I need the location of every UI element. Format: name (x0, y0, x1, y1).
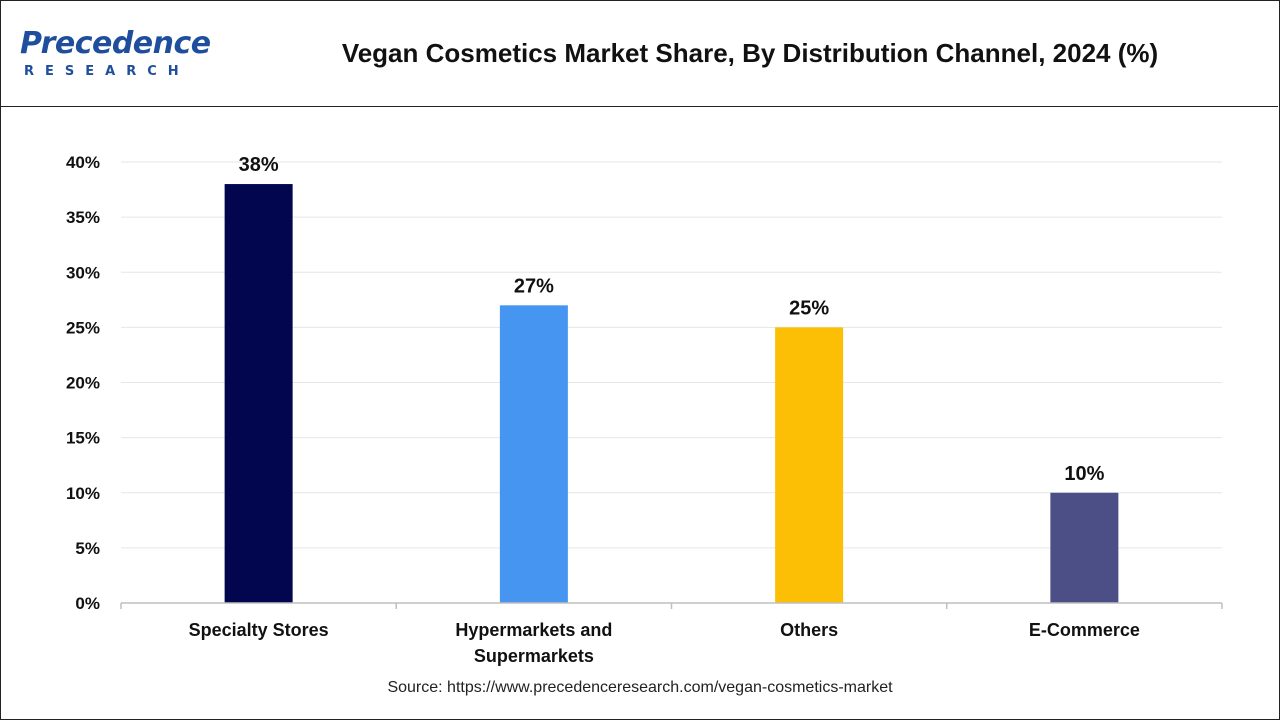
data-label: 27% (514, 275, 554, 297)
y-axis-ticks: 0% 5% 10% 15% 20% 25% 30% 35% 40% (66, 153, 100, 613)
bar (499, 305, 568, 603)
y-tick-label: 25% (66, 318, 100, 337)
y-tick-label: 20% (66, 374, 100, 393)
chart-title: Vegan Cosmetics Market Share, By Distrib… (341, 38, 1159, 68)
data-label: 10% (1064, 463, 1104, 485)
data-labels: 38% 27% 25% 10% (239, 154, 1105, 485)
header: Precedence RESEARCH Vegan Cosmetics Mark… (0, 0, 1278, 107)
bar (224, 184, 293, 604)
y-tick-label: 10% (66, 484, 100, 503)
bar (1050, 492, 1119, 603)
y-tick-label: 40% (66, 153, 100, 172)
logo-subtitle: RESEARCH (24, 64, 190, 79)
bar-chart: 0% 5% 10% 15% 20% 25% 30% 35% 40% 38% 27% 25% 10% S… (66, 153, 1223, 666)
x-tick-label: Others (780, 620, 838, 640)
bars (224, 184, 1119, 604)
source-note: Source: https://www.precedenceresearch.c… (387, 679, 893, 696)
x-tick-label: Hypermarkets and Supermarkets (455, 620, 612, 666)
data-label: 38% (239, 154, 279, 176)
data-label: 25% (789, 297, 829, 319)
bar (775, 327, 844, 603)
brand-logo: Precedence RESEARCH (20, 26, 220, 86)
y-tick-label: 5% (75, 539, 100, 558)
y-tick-label: 35% (66, 208, 100, 227)
y-tick-label: 0% (75, 594, 100, 613)
x-axis: Specialty Stores Hypermarkets and Supermar… (120, 602, 1223, 666)
y-tick-label: 15% (66, 429, 100, 448)
y-tick-label: 30% (66, 263, 100, 282)
x-tick-label: E-Commerce (1029, 620, 1140, 640)
x-tick-label: Specialty Stores (189, 620, 329, 640)
logo-wordmark: Precedence (20, 26, 211, 61)
grid-lines (121, 161, 1222, 549)
